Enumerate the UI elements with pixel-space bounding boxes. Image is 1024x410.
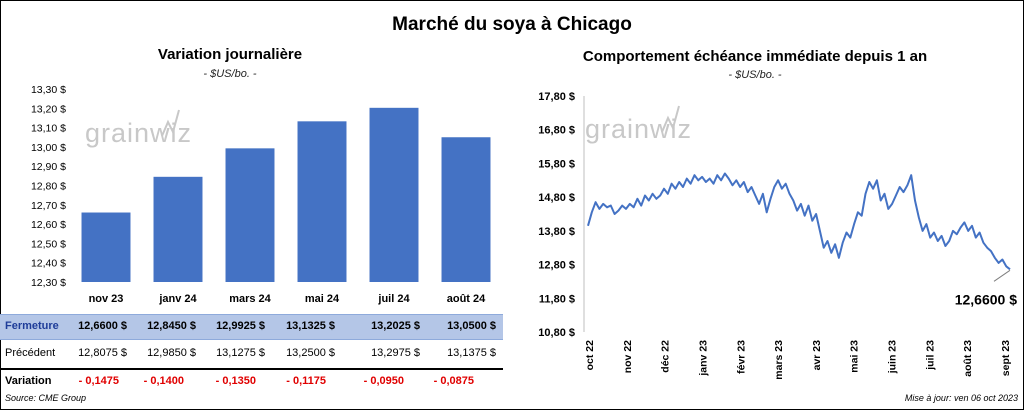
line-chart: grainwiz 10,80 $ 11,80 $ 12,80 $ 13,80 $ 14,8… (538, 91, 1017, 380)
x-tick-label: sept 23 (1000, 340, 1012, 376)
x-tick-label: nov 22 (622, 340, 634, 373)
table-cell: - 0,1175 (286, 375, 326, 387)
y-tick-label: 11,80 $ (539, 293, 575, 305)
y-tick-label: 12,80 $ (31, 181, 66, 193)
series-line (587, 172, 1011, 271)
table-cell: - 0,1475 (78, 375, 119, 387)
right-panel-title: Comportement échéance immédiate depuis 1… (582, 48, 928, 65)
y-tick-label: 12,80 $ (538, 260, 575, 272)
table-cell: 13,1325 $ (286, 320, 335, 332)
y-tick-label: 12,90 $ (31, 161, 66, 173)
page-title: Marché du soya à Chicago (392, 14, 632, 35)
x-tick-label: juil 24 (377, 293, 410, 305)
x-tick-label: févr 23 (735, 340, 747, 374)
grainwiz-watermark: grainwiz (85, 109, 191, 148)
table-cell: 13,1275 $ (216, 347, 265, 359)
grainwiz-watermark: grainwiz (585, 105, 691, 144)
table-cell: 13,1375 $ (447, 347, 496, 359)
table-cell: - 0,1350 (215, 375, 256, 387)
y-tick-label: 14,80 $ (538, 192, 575, 204)
row-label: Fermeture (5, 320, 59, 332)
table-row-variation: Variation - 0,1475 - 0,1400 - 0,1350 - 0… (0, 368, 503, 394)
table-cell: 13,0500 $ (447, 320, 496, 332)
bar (297, 121, 347, 282)
x-tick-label: mai 23 (849, 340, 861, 373)
y-tick-label: 12,50 $ (31, 238, 66, 250)
table-cell: 13,2500 $ (286, 347, 335, 359)
y-tick-label: 13,00 $ (31, 142, 66, 154)
bar (369, 107, 419, 282)
y-tick-label: 13,10 $ (31, 123, 66, 135)
x-tick-label: déc 22 (660, 340, 672, 373)
x-tick-label: août 23 (962, 340, 974, 377)
x-tick-label: mars 24 (229, 293, 271, 305)
y-tick-label: 15,80 $ (538, 158, 575, 170)
y-tick-label: 13,80 $ (538, 226, 575, 238)
x-tick-label: août 24 (447, 293, 486, 305)
watermark-arrow (161, 109, 180, 137)
y-tick-label: 12,60 $ (31, 219, 66, 231)
table-cell: 13,2025 $ (371, 320, 420, 332)
bar (441, 137, 491, 282)
y-tick-label: 17,80 $ (538, 91, 575, 103)
y-tick-label: 12,40 $ (31, 258, 66, 270)
update-note: Mise à jour: ven 06 oct 2023 (904, 393, 1018, 403)
bar (225, 148, 275, 282)
y-tick-label: 12,70 $ (31, 200, 66, 212)
watermark-arrow (661, 105, 680, 133)
table-cell: 12,9925 $ (216, 320, 265, 332)
x-tick-label: juil 23 (924, 340, 936, 371)
table-cell: - 0,0950 (363, 375, 404, 387)
callout-line (993, 269, 1011, 282)
left-panel-title: Variation journalière (157, 46, 303, 63)
y-tick-label: 13,30 $ (31, 84, 66, 96)
table-cell: - 0,0875 (433, 375, 474, 387)
y-tick-label: 10,80 $ (538, 327, 575, 339)
bar (153, 176, 203, 282)
row-label: Précédent (5, 347, 56, 359)
y-tick-label: 12,30 $ (31, 277, 66, 289)
x-tick-label: nov 23 (89, 293, 124, 305)
x-tick-label: oct 22 (584, 340, 596, 371)
x-tick-label: janv 24 (158, 293, 197, 305)
x-tick-label: juin 23 (887, 340, 899, 374)
y-tick-label: 16,80 $ (538, 125, 575, 137)
bar (81, 212, 131, 282)
table-cell: 12,9850 $ (147, 347, 196, 359)
source-note: Source: CME Group (5, 393, 87, 403)
y-tick-label: 13,20 $ (31, 103, 66, 115)
table-cell: 12,6600 $ (78, 320, 127, 332)
left-panel-subtitle: - $US/bo. - (203, 68, 257, 80)
table-row-fermeture: Fermeture 12,6600 $ 12,8450 $ 12,9925 $ … (0, 314, 503, 340)
table-cell: 12,8450 $ (147, 320, 196, 332)
last-value-label: 12,6600 $ (955, 291, 1017, 307)
table-cell: - 0,1400 (143, 375, 184, 387)
table-cell: 12,8075 $ (78, 347, 127, 359)
x-tick-label: janv 23 (697, 340, 709, 377)
table-row-precedent: Précédent 12,8075 $ 12,9850 $ 13,1275 $ … (0, 342, 503, 366)
x-tick-label: mars 23 (773, 340, 785, 380)
bar-chart: grainwiz 12,30 $ 12,40 $ 12,50 $ 12,60 $ 12,7… (31, 84, 491, 305)
x-tick-label: avr 23 (811, 340, 823, 371)
right-panel-subtitle: - $US/bo. - (728, 69, 782, 81)
x-tick-label: mai 24 (305, 293, 340, 305)
table-cell: 13,2975 $ (371, 347, 420, 359)
row-label: Variation (5, 375, 52, 387)
